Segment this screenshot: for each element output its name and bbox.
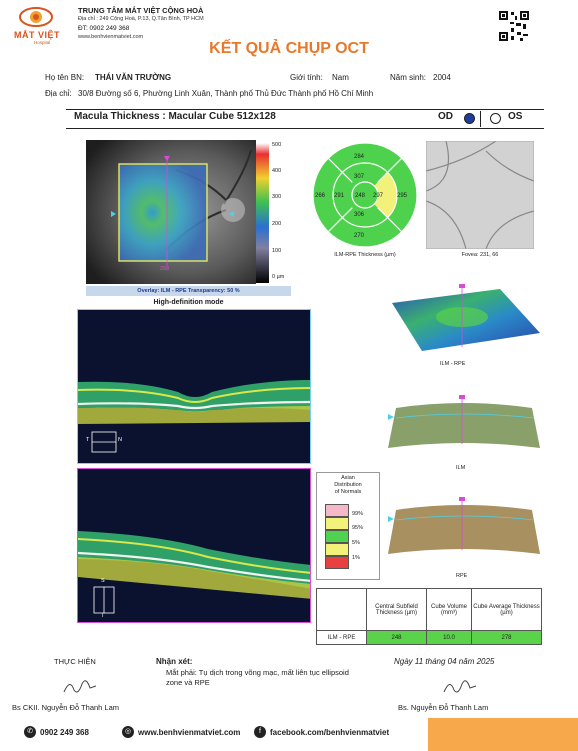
- normals-swatch-low: [325, 556, 349, 569]
- surface-label-rpe: RPE: [456, 573, 468, 579]
- bscan-vertical: [77, 468, 311, 623]
- etdrs-center: 248: [355, 193, 366, 199]
- normals-label-5: 5%: [352, 540, 360, 546]
- etdrs-outer-nasal: 295: [397, 193, 408, 199]
- value-cube-volume: 10.0: [426, 630, 472, 645]
- scale-tick-400: 400: [272, 168, 282, 174]
- signature-right: [440, 672, 480, 698]
- normals-label-95: 95%: [352, 525, 364, 531]
- gender-value: Nam: [332, 73, 349, 82]
- birth-year-label: Năm sinh:: [390, 73, 427, 82]
- etdrs-inner-temporal: 291: [334, 193, 345, 199]
- patient-name-label: Họ tên BN:: [45, 73, 85, 82]
- globe-icon: ◎: [122, 726, 134, 738]
- overlay-label: Overlay: ILM - RPE Transparency: 50 %: [86, 286, 291, 296]
- row-label-ilm-rpe: ILM - RPE: [316, 630, 367, 645]
- scale-tick-300: 300: [272, 194, 282, 200]
- fundus-thickness-map: [86, 140, 256, 284]
- phone-icon: ✆: [24, 726, 36, 738]
- bscan-label-t: T: [86, 437, 90, 443]
- footer-accent: [428, 718, 578, 751]
- scale-tick-100: 100: [272, 248, 282, 254]
- header-cube-average: Cube Average Thickness (µm): [471, 588, 542, 631]
- remarks-label: Nhận xét:: [156, 657, 193, 666]
- surface-label-ilm-rpe: ILM - RPE: [440, 361, 466, 367]
- surface-ilm-rpe-3d: [382, 281, 542, 357]
- normals-swatch-99: [325, 504, 349, 517]
- remarks-text: Mắt phải: Tụ dịch trong võng mạc, mất li…: [166, 668, 349, 687]
- birth-year-value: 2004: [433, 73, 451, 82]
- etdrs-inner-inferior: 306: [354, 212, 365, 218]
- normals-swatch-95: [325, 517, 349, 530]
- eye-divider: [480, 111, 481, 127]
- surface-ilm-3d: [382, 394, 542, 458]
- patient-name: THÁI VĂN TRƯỜNG: [95, 73, 172, 82]
- surface-rpe-3d: [382, 496, 542, 562]
- macula-header-bar: [66, 109, 544, 129]
- fovea-caption: Fovea: 231, 66: [461, 252, 499, 258]
- hospital-name: TRUNG TÂM MẮT VIỆT CỘNG HOÀ: [78, 6, 204, 15]
- hospital-address: Địa chỉ : 249 Cộng Hoà, P.13, Q.Tân Bình…: [78, 16, 204, 22]
- qr-code: [498, 10, 530, 42]
- normals-legend: [316, 472, 380, 580]
- normals-title-2: Distribution: [334, 482, 362, 488]
- etdrs-inner-nasal: 297: [373, 193, 384, 199]
- od-radio: [464, 113, 475, 124]
- etdrs-grid: [311, 141, 419, 249]
- normals-label-99: 99%: [352, 511, 364, 517]
- etdrs-outer-superior: 284: [354, 154, 365, 160]
- slo-fundus-image: [425, 140, 535, 250]
- facebook-icon: f: [254, 726, 266, 738]
- normals-title-3: of Normals: [334, 489, 362, 495]
- address-label: Địa chỉ:: [45, 89, 72, 98]
- right-doctor-name: Bs. Nguyễn Đỗ Thanh Lam: [398, 703, 489, 712]
- hd-mode-label: High-definition mode: [153, 299, 224, 306]
- normals-title-1: Asian: [341, 475, 355, 481]
- scale-tick-200: 200: [272, 221, 282, 227]
- os-radio: [490, 113, 501, 124]
- hospital-logo: [18, 4, 54, 30]
- etdrs-outer-inferior: 270: [354, 233, 365, 239]
- hospital-phone: ĐT: 0902 249 368: [78, 25, 130, 32]
- results-table: Central Subfield Thickness (µm) Cube Vol…: [316, 588, 542, 645]
- fundus-marker-value: 258: [160, 266, 170, 272]
- left-doctor-name: Bs CKII. Nguyễn Đỗ Thanh Lam: [12, 703, 119, 712]
- logo-text: MẮT VIỆT: [14, 30, 60, 40]
- value-cube-average: 278: [471, 630, 542, 645]
- hospital-website: www.benhvienmatviet.com: [78, 34, 144, 40]
- etdrs-inner-superior: 307: [354, 174, 365, 180]
- os-label: OS: [508, 111, 523, 122]
- scale-tick-500: 500: [272, 142, 282, 148]
- logo-sub: Hospital: [34, 40, 51, 45]
- header-cube-volume: Cube Volume (mm³): [426, 588, 472, 631]
- footer-phone: 0902 249 368: [40, 728, 89, 737]
- signature-left: [60, 672, 100, 698]
- normals-swatch-1: [325, 543, 349, 556]
- surface-label-ilm: ILM: [456, 465, 466, 471]
- footer-facebook[interactable]: facebook.com/benhvienmatviet: [270, 728, 390, 737]
- address-value: 30/8 Đường số 6, Phường Linh Xuân, Thành…: [78, 89, 374, 98]
- scale-tick-0: 0 µm: [272, 274, 285, 280]
- header-central-subfield: Central Subfield Thickness (µm): [366, 588, 427, 631]
- thickness-color-scale: [256, 143, 269, 283]
- thuc-hien-label: THỰC HIỆN: [54, 657, 96, 666]
- gender-label: Giới tính:: [290, 73, 323, 82]
- bscan-label-s: S: [101, 578, 105, 584]
- od-label: OD: [438, 111, 453, 122]
- bscan-label-n: N: [118, 437, 122, 443]
- footer-website[interactable]: www.benhvienmatviet.com: [138, 728, 241, 737]
- value-central-subfield: 248: [366, 630, 427, 645]
- etdrs-caption: ILM-RPE Thickness (µm): [334, 252, 396, 258]
- macula-title: Macula Thickness : Macular Cube 512x128: [74, 111, 276, 122]
- normals-label-1: 1%: [352, 555, 360, 561]
- report-title: KẾT QUẢ CHỤP OCT: [209, 40, 369, 57]
- bscan-horizontal: [77, 309, 311, 464]
- etdrs-outer-temporal: 266: [315, 193, 326, 199]
- bscan-label-i: I: [102, 613, 104, 619]
- report-date: Ngày 11 tháng 04 năm 2025: [394, 657, 495, 666]
- normals-swatch-5: [325, 530, 349, 543]
